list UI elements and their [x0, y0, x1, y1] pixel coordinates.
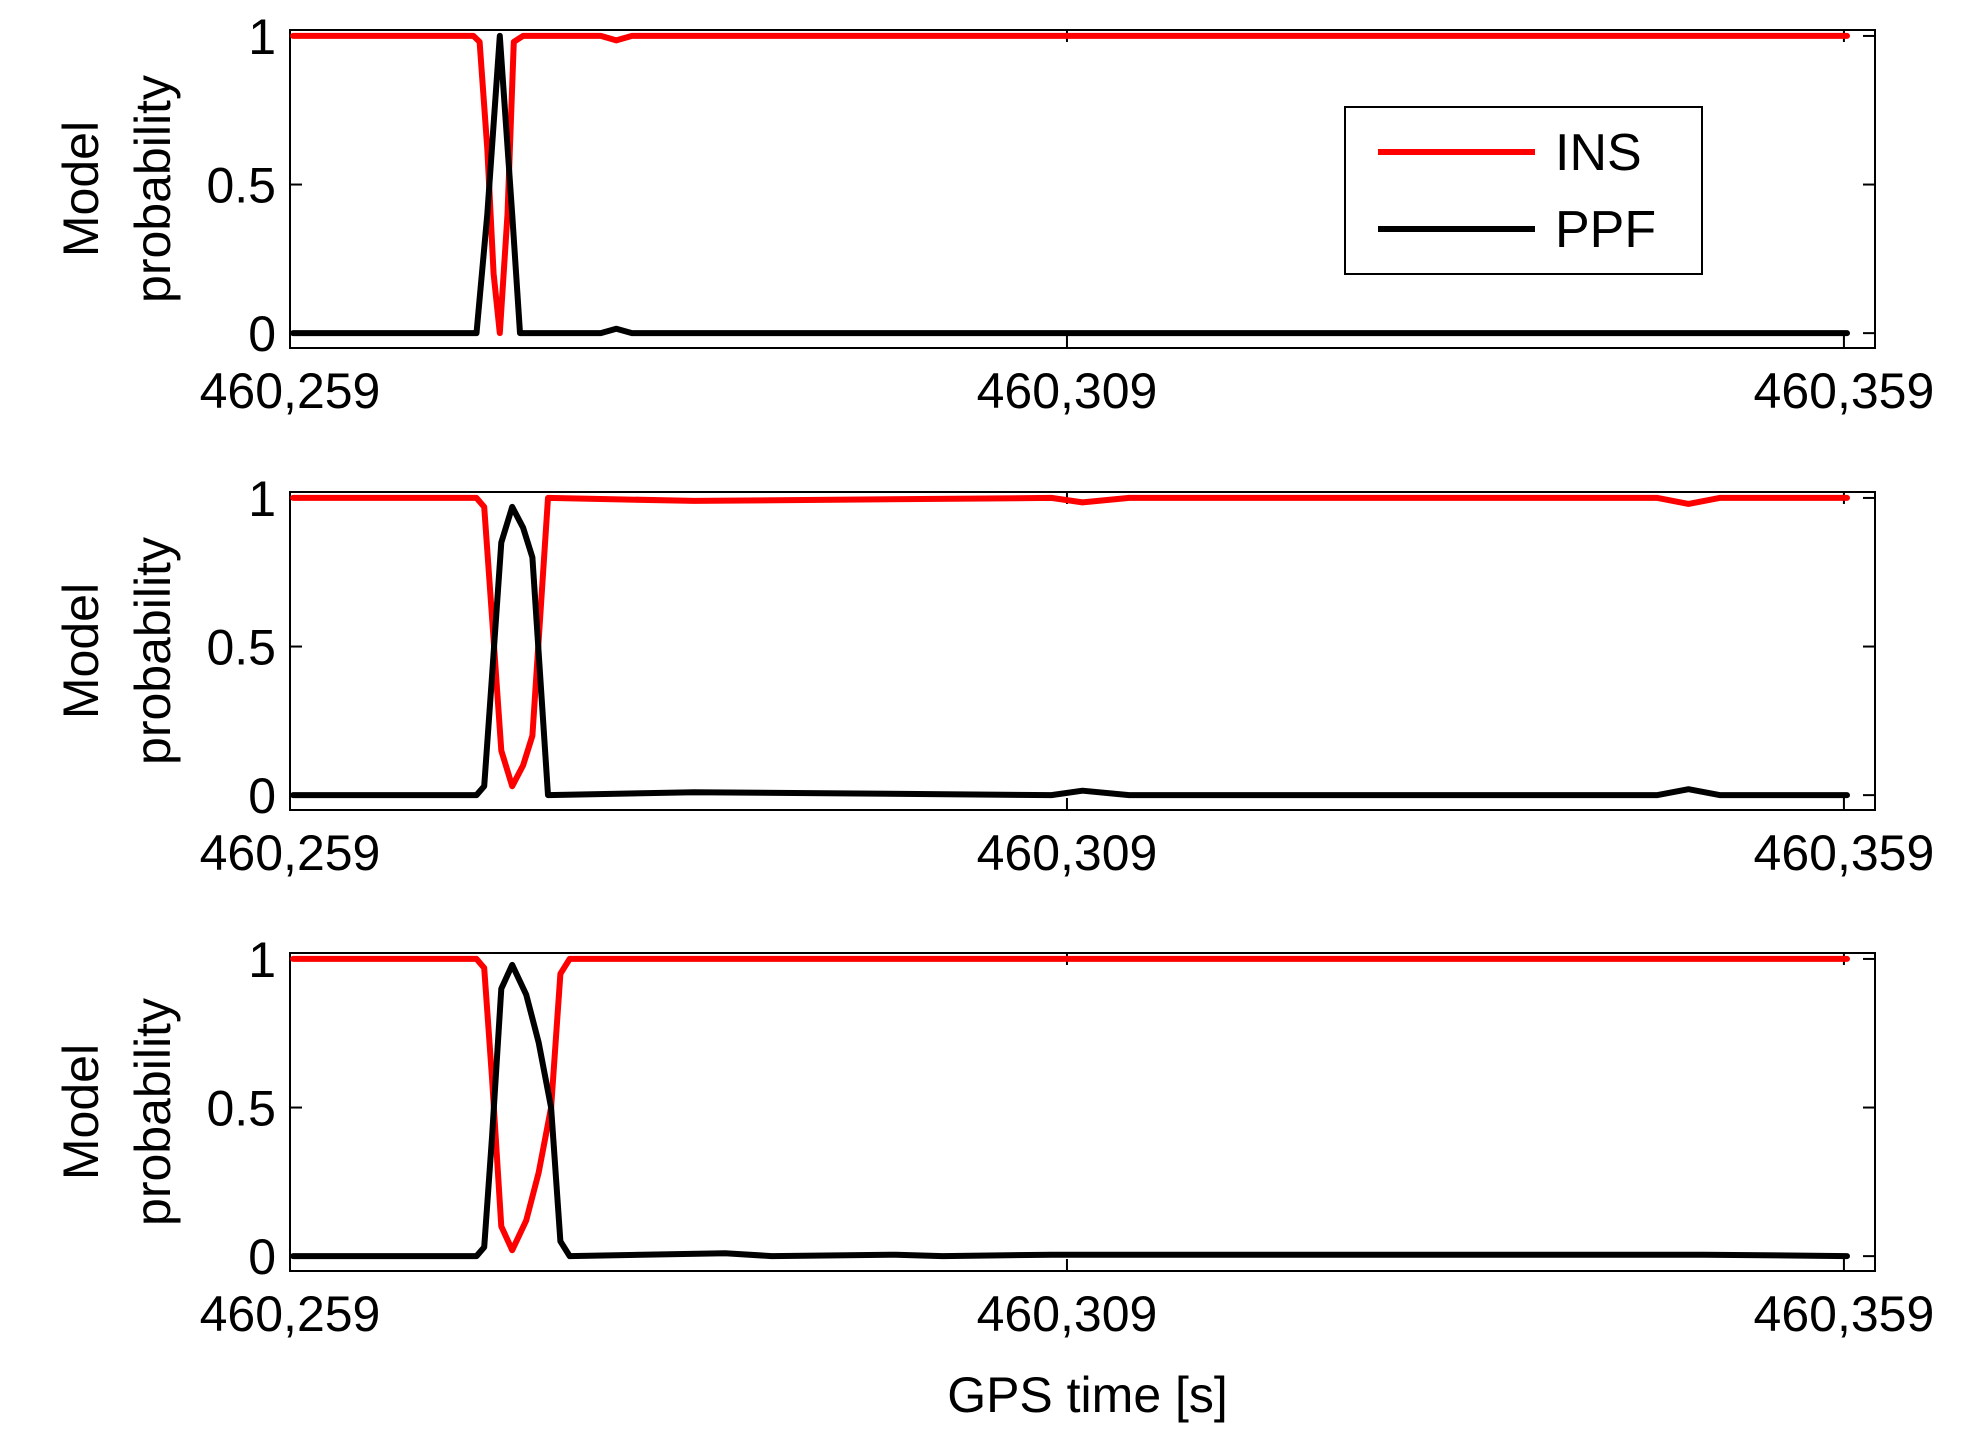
y-tick-label: 1 — [248, 471, 276, 527]
series-line-ppf — [290, 503, 1850, 799]
panel-3: 460,259 460,309 460,359 0 0.5 1 Model probabili… — [53, 932, 1934, 1423]
series-line-ins — [290, 32, 1850, 337]
y-tick-label: 0 — [248, 306, 276, 362]
y-tick-label: 1 — [248, 932, 276, 988]
y-axis-label-line: Model — [53, 121, 109, 257]
y-tick-label: 0 — [248, 1229, 276, 1285]
plot-area-frame — [289, 491, 1876, 811]
y-axis-label-line: probability — [125, 75, 181, 303]
y-tick-label: 1 — [248, 9, 276, 65]
x-tick-label: 460,259 — [200, 825, 381, 881]
legend-label-ppf: PPF — [1555, 201, 1656, 259]
panel-1: 460,259 460,309 460,359 0 0.5 1 Model probabili… — [53, 9, 1934, 419]
y-axis-label: Model probability — [53, 998, 181, 1226]
legend-box — [1344, 106, 1703, 275]
y-axis-label-line: Model — [53, 1044, 109, 1180]
series-line-ins — [290, 494, 1850, 790]
plot-area-frame — [289, 29, 1876, 349]
x-tick-label: 460,309 — [977, 825, 1158, 881]
y-axis-label: Model probability — [53, 75, 181, 303]
panels: 460,259 460,309 460,359 0 0.5 1 Model probabili… — [53, 9, 1934, 1423]
y-tick-label: 0 — [248, 768, 276, 824]
legend-label-ins: INS — [1555, 124, 1642, 182]
x-tick-label: 460,359 — [1754, 363, 1935, 419]
y-axis-label-line: probability — [125, 537, 181, 765]
x-tick-label: 460,309 — [977, 363, 1158, 419]
panel-2: 460,259 460,309 460,359 0 0.5 1 Model probabili… — [53, 471, 1934, 881]
x-tick-label: 460,259 — [200, 1286, 381, 1342]
legend: INS PPF — [1344, 106, 1703, 275]
y-axis-label: Model probability — [53, 537, 181, 765]
plot-area-frame — [289, 952, 1876, 1272]
y-axis-label-line: Model — [53, 583, 109, 719]
x-tick-label: 460,359 — [1754, 825, 1935, 881]
y-tick-label: 0.5 — [206, 620, 276, 676]
series-line-ppf — [290, 32, 1850, 337]
y-axis-label-line: probability — [125, 998, 181, 1226]
y-tick-label: 0.5 — [206, 158, 276, 214]
x-tick-label: 460,359 — [1754, 1286, 1935, 1342]
x-axis-label: GPS time [s] — [947, 1367, 1228, 1423]
y-tick-label: 0.5 — [206, 1081, 276, 1137]
x-tick-label: 460,309 — [977, 1286, 1158, 1342]
series-line-ins — [290, 955, 1850, 1254]
x-tick-label: 460,259 — [200, 363, 381, 419]
series-line-ppf — [290, 961, 1850, 1260]
